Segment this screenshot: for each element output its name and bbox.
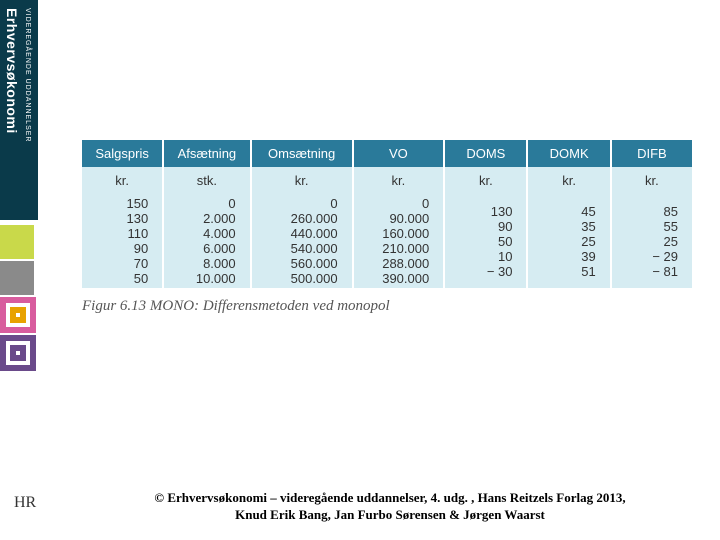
deco-spiral bbox=[0, 335, 36, 371]
figure-caption: Figur 6.13 MONO: Differensmetoden ved mo… bbox=[82, 298, 702, 315]
deco-square bbox=[0, 261, 34, 295]
table-cell: 4535253951 bbox=[527, 194, 610, 288]
table-units-row: kr.stk.kr.kr.kr.kr.kr. bbox=[82, 167, 692, 194]
table-unit-cell: kr. bbox=[527, 167, 610, 194]
table-cell: 130905010− 30 bbox=[444, 194, 527, 288]
left-rail: Erhvervsøkonomi VIDEREGÅENDE UDDANNELSER… bbox=[0, 0, 60, 540]
table-unit-cell: kr. bbox=[251, 167, 353, 194]
table-column-header: DIFB bbox=[611, 140, 692, 167]
table-column-header: DOMK bbox=[527, 140, 610, 167]
brand-block: Erhvervsøkonomi VIDEREGÅENDE UDDANNELSER bbox=[0, 0, 38, 220]
table-unit-cell: kr. bbox=[444, 167, 527, 194]
publisher-mark: HR bbox=[14, 494, 36, 512]
table-unit-cell: kr. bbox=[611, 167, 692, 194]
brand-title: Erhvervsøkonomi bbox=[4, 8, 20, 134]
decorative-squares bbox=[0, 225, 40, 405]
table-column-header: VO bbox=[353, 140, 445, 167]
deco-square bbox=[0, 225, 34, 259]
footer-line-2: Knud Erik Bang, Jan Furbo Sørensen & Jør… bbox=[90, 506, 690, 524]
table-column-header: Afsætning bbox=[163, 140, 250, 167]
table-cell: 090.000160.000210.000288.000390.000 bbox=[353, 194, 445, 288]
footer-credit: © Erhvervsøkonomi – videregående uddanne… bbox=[90, 489, 690, 524]
main-content: SalgsprisAfsætningOmsætningVODOMSDOMKDIF… bbox=[82, 140, 702, 315]
table-cell: 0260.000440.000540.000560.000500.000 bbox=[251, 194, 353, 288]
table-unit-cell: kr. bbox=[353, 167, 445, 194]
table-header-row: SalgsprisAfsætningOmsætningVODOMSDOMKDIF… bbox=[82, 140, 692, 167]
footer-line-1: © Erhvervsøkonomi – videregående uddanne… bbox=[90, 489, 690, 507]
table-column-header: Omsætning bbox=[251, 140, 353, 167]
econ-table: SalgsprisAfsætningOmsætningVODOMSDOMKDIF… bbox=[82, 140, 692, 288]
table-column-header: DOMS bbox=[444, 140, 527, 167]
table-unit-cell: kr. bbox=[82, 167, 163, 194]
table-cell: 02.0004.0006.0008.00010.000 bbox=[163, 194, 250, 288]
deco-spiral bbox=[0, 297, 36, 333]
table-column-header: Salgspris bbox=[82, 140, 163, 167]
table-cell: 150130110907050 bbox=[82, 194, 163, 288]
table-data-row: 15013011090705002.0004.0006.0008.00010.0… bbox=[82, 194, 692, 288]
brand-subtitle: VIDEREGÅENDE UDDANNELSER bbox=[24, 8, 31, 142]
table-cell: 855525− 29− 81 bbox=[611, 194, 692, 288]
table-unit-cell: stk. bbox=[163, 167, 250, 194]
